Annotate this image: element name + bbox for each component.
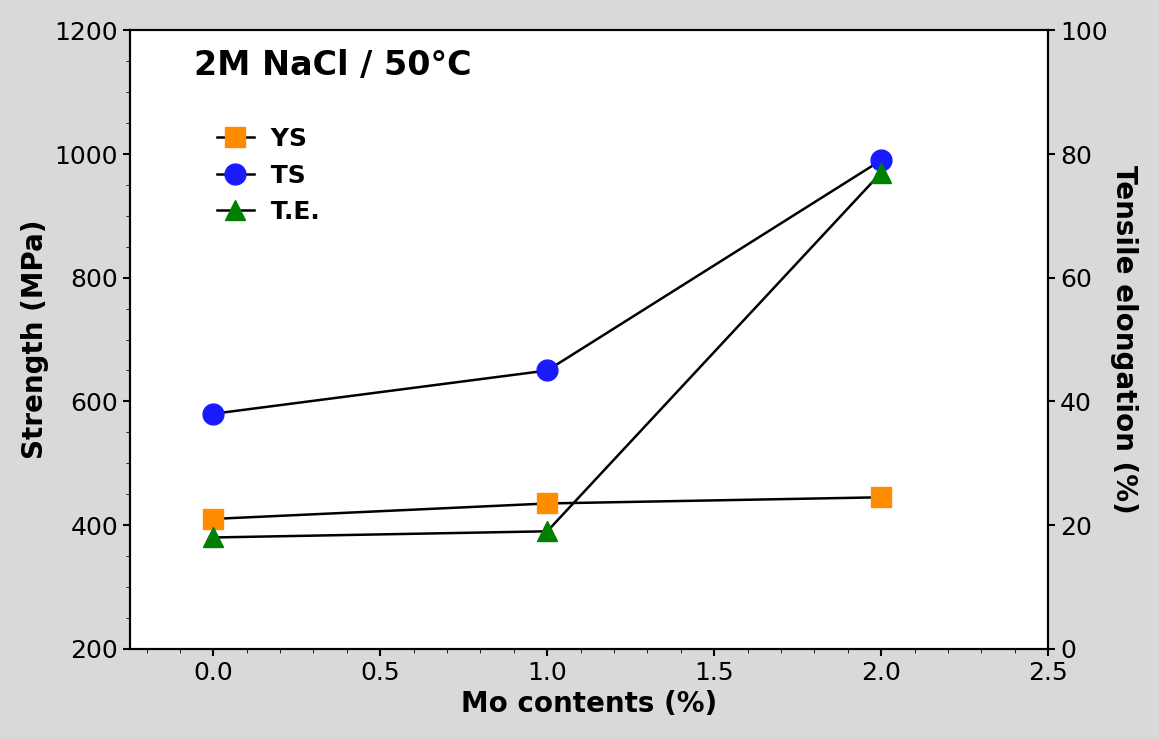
Y-axis label: Strength (MPa): Strength (MPa) (21, 219, 49, 460)
X-axis label: Mo contents (%): Mo contents (%) (461, 690, 717, 718)
Legend:  YS,  TS,  T.E.: YS, TS, T.E. (206, 117, 329, 234)
Text: 2M NaCl / 50°C: 2M NaCl / 50°C (194, 49, 472, 82)
Y-axis label: Tensile elongation (%): Tensile elongation (%) (1110, 166, 1138, 514)
